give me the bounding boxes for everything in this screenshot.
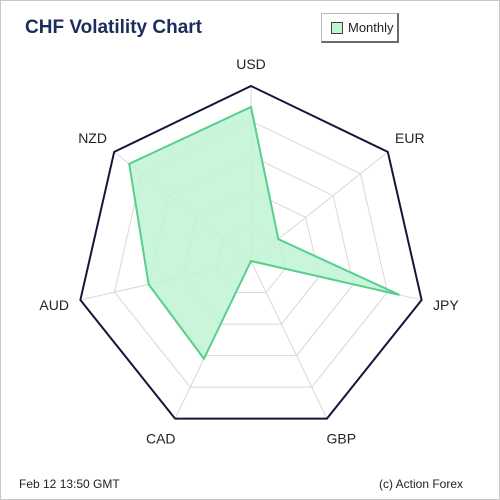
axis-label-nzd: NZD <box>78 130 107 146</box>
series-monthly <box>128 105 400 361</box>
legend: Monthly <box>321 13 399 43</box>
axis-label-jpy: JPY <box>433 297 459 313</box>
axis-label-gbp: GBP <box>326 430 356 446</box>
chart-title: CHF Volatility Chart <box>25 17 202 38</box>
legend-swatch-monthly <box>331 21 343 34</box>
axis-label-eur: EUR <box>395 130 425 146</box>
grid-spoke-gbp <box>250 260 328 419</box>
footer-timestamp: Feb 12 13:50 GMT <box>19 477 120 491</box>
axis-label-cad: CAD <box>146 430 176 446</box>
axis-label-usd: USD <box>236 56 266 72</box>
legend-label-monthly: Monthly <box>348 20 394 35</box>
radar-outline <box>79 84 423 420</box>
axis-label-aud: AUD <box>39 297 69 313</box>
footer-credit: (c) Action Forex <box>379 477 464 491</box>
